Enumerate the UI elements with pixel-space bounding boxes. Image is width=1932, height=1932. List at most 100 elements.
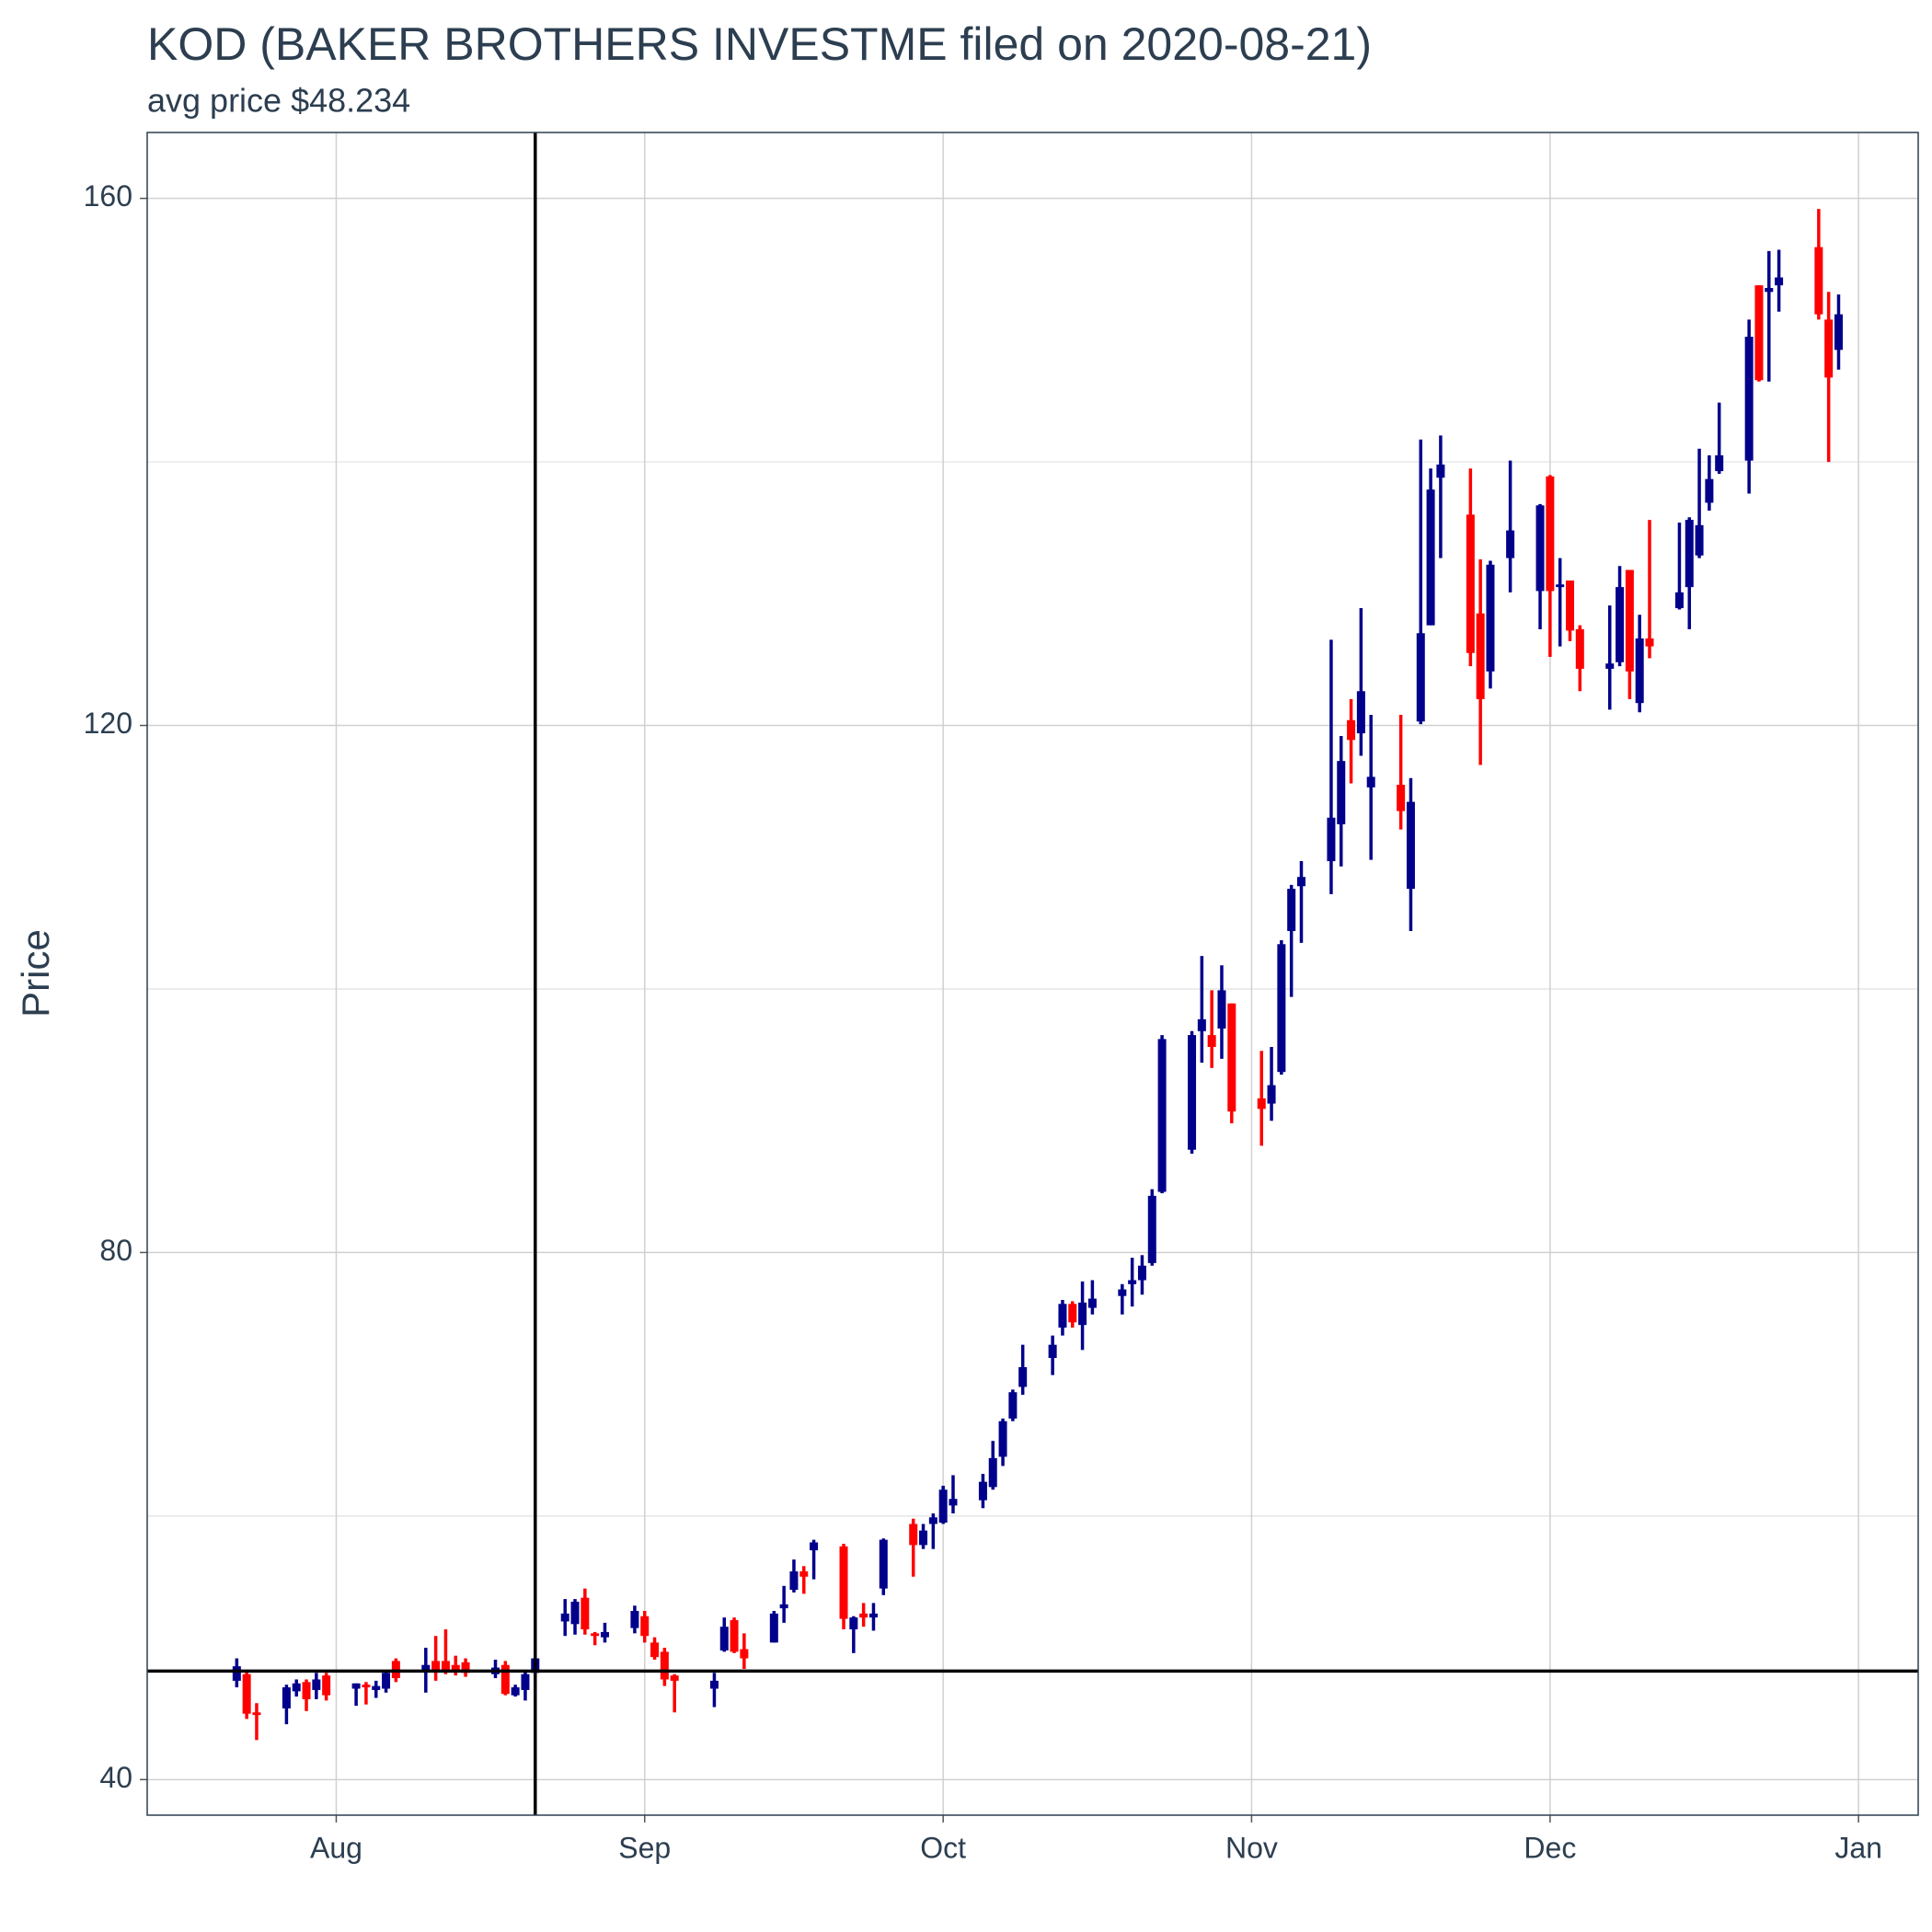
candle-body — [600, 1631, 609, 1638]
candle-body — [1674, 592, 1684, 609]
candle-body — [581, 1597, 590, 1630]
candle-body — [560, 1613, 569, 1622]
candle-body — [779, 1604, 788, 1609]
candle-body — [1267, 1085, 1276, 1104]
candle-body — [810, 1542, 819, 1551]
x-tick-label: Nov — [1225, 1831, 1278, 1864]
candle-body — [421, 1664, 431, 1671]
candle-body — [232, 1666, 241, 1681]
candle-body — [1744, 337, 1754, 461]
candle-body — [1824, 319, 1834, 378]
candle-body — [1008, 1392, 1018, 1419]
candle-body — [1347, 719, 1356, 741]
candle-body — [1406, 801, 1415, 890]
candle-body — [1765, 288, 1774, 293]
candle-body — [928, 1517, 937, 1524]
candle-body — [1616, 587, 1625, 662]
candle-body — [302, 1682, 311, 1699]
candle-body — [1078, 1302, 1087, 1326]
candle-body — [1705, 478, 1714, 503]
candle-body — [1128, 1280, 1137, 1284]
candle-body — [441, 1661, 450, 1671]
candle-body — [1775, 277, 1784, 286]
candle-body — [1565, 580, 1574, 631]
candle-body — [431, 1661, 441, 1671]
candle-body — [849, 1617, 858, 1630]
candle-body — [1506, 530, 1515, 558]
candle-body — [591, 1633, 600, 1637]
candle-body — [879, 1539, 888, 1589]
candle-body — [1287, 889, 1296, 931]
candle-body — [1207, 1035, 1216, 1047]
candle-body — [769, 1613, 778, 1643]
candle-body — [709, 1680, 719, 1689]
candle-body — [1068, 1304, 1077, 1323]
candle-body — [382, 1673, 391, 1689]
candle-body — [312, 1679, 321, 1690]
y-tick-label: 160 — [84, 179, 132, 213]
candle-body — [282, 1687, 291, 1708]
x-tick-label: Sep — [618, 1831, 671, 1864]
candle-body — [1625, 569, 1634, 672]
candle-body — [670, 1675, 679, 1681]
candle-body — [1754, 285, 1764, 381]
candle-body — [789, 1571, 799, 1591]
chart-title: KOD (BAKER BROTHERS INVESTME filed on 20… — [147, 18, 1372, 70]
candle-body — [1814, 247, 1823, 315]
candle-body — [868, 1613, 878, 1618]
candle-body — [1436, 464, 1445, 478]
candle-body — [1188, 1035, 1197, 1150]
candle-body — [660, 1651, 669, 1680]
candle-body — [292, 1683, 301, 1692]
candle-body — [1685, 520, 1694, 588]
candle-body — [1257, 1098, 1266, 1110]
candle-body — [1535, 505, 1545, 592]
candle-body — [1366, 776, 1375, 788]
y-axis-label: Price — [14, 929, 57, 1018]
candle-body — [640, 1616, 650, 1637]
candle-body — [1296, 877, 1305, 887]
candle-body — [1327, 817, 1336, 862]
candle-body — [998, 1420, 1007, 1457]
y-tick-label: 40 — [99, 1761, 132, 1794]
candle-body — [740, 1649, 749, 1659]
candle-body — [511, 1687, 520, 1696]
candle-body — [1018, 1367, 1028, 1387]
candle-body — [1157, 1039, 1167, 1192]
candle-body — [1834, 314, 1843, 351]
y-tick-label: 120 — [84, 707, 132, 740]
candle-body — [630, 1610, 639, 1628]
y-tick-label: 80 — [99, 1234, 132, 1267]
candle-body — [570, 1601, 580, 1625]
candle-body — [1645, 638, 1654, 647]
candle-body — [909, 1524, 918, 1546]
candle-body — [1486, 564, 1495, 672]
candle-body — [1227, 1003, 1236, 1112]
candle-body — [1715, 454, 1724, 472]
candle-body — [372, 1685, 381, 1690]
candle-body — [988, 1457, 997, 1488]
candle-body — [451, 1664, 460, 1672]
x-tick-label: Dec — [1524, 1831, 1576, 1864]
candle-body — [1695, 524, 1704, 556]
x-tick-label: Aug — [310, 1831, 362, 1864]
x-tick-label: Oct — [920, 1831, 966, 1864]
candle-body — [362, 1685, 371, 1688]
candle-body — [650, 1642, 660, 1658]
candle-body — [1337, 761, 1346, 824]
candle-body — [1197, 1018, 1206, 1031]
candle-body — [322, 1675, 331, 1696]
candle-body — [859, 1613, 868, 1618]
candle-body — [1575, 628, 1584, 669]
candle-body — [978, 1481, 987, 1501]
candle-body — [949, 1499, 958, 1506]
candle-body — [521, 1673, 530, 1690]
candle-body — [252, 1712, 261, 1716]
candle-body — [500, 1664, 510, 1695]
candle-body — [1048, 1344, 1057, 1359]
candle-body — [351, 1683, 361, 1689]
candle-body — [1635, 638, 1644, 704]
candle-body — [1605, 663, 1615, 669]
candle-body — [1217, 990, 1226, 1029]
